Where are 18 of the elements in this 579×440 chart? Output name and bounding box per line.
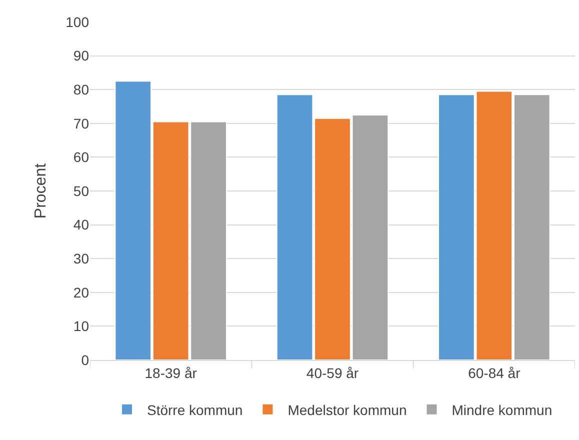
y-tick-label: 40	[73, 216, 90, 233]
y-tick-label: 90	[73, 48, 90, 64]
x-tick-label: 60-84 år	[468, 364, 521, 381]
x-tick-label: 40-59 år	[306, 364, 359, 381]
y-tick-label: 50	[73, 182, 90, 199]
legend-label: Mindre kommun	[452, 402, 552, 418]
y-tick-label: 70	[73, 115, 90, 132]
legend-label: Medelstor kommun	[288, 402, 407, 418]
y-axis-title: Procent	[32, 162, 50, 219]
y-tick-label: 0	[81, 352, 90, 368]
y-tick-label: 30	[73, 250, 90, 266]
legend-label: Större kommun	[147, 402, 243, 418]
x-tick-label: 18-39 år	[144, 364, 198, 381]
y-tick-label: 10	[73, 318, 90, 334]
y-tick-label: 20	[73, 284, 90, 300]
y-tick-label: 60	[73, 149, 90, 166]
y-tick-label: 100	[66, 14, 90, 30]
y-tick-label: 80	[73, 82, 90, 98]
